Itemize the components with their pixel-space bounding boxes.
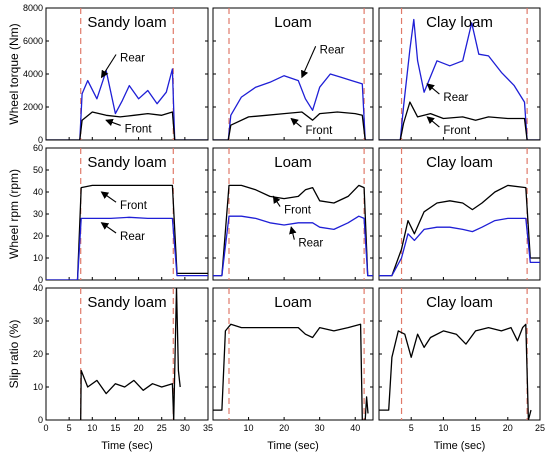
panel-r0-c2: Rear Front Clay loam (378, 7, 541, 141)
panel-r1-c0: 0 10 20 30 40 50 60 Front Rear Sandy loam (33, 143, 209, 285)
x-tick-label: 10 (438, 423, 448, 433)
panel-r2-c1: 10 20 30 40 Loam Time (sec) (212, 287, 374, 452)
x-tick-label: 15 (110, 423, 120, 433)
y-tick-label: 40 (33, 187, 43, 197)
panel-title: Loam (274, 294, 312, 311)
series-line-slip (379, 323, 532, 420)
series-line-front (46, 184, 208, 280)
panel-r2-c0: 0 10 20 30 40 0 5 10 15 20 25 30 35 Sandy loam Time (s… (33, 283, 213, 452)
annotation-label: Front (120, 200, 148, 212)
x-tick-label: 0 (43, 423, 48, 433)
x-tick-label: 20 (279, 423, 289, 433)
panel-title: Clay loam (426, 154, 493, 171)
annotation-arrow (100, 222, 117, 234)
annotation-label: Front (284, 205, 312, 217)
x-tick-label: 5 (67, 423, 72, 433)
series-line-rear (379, 217, 540, 277)
series-line-front (213, 111, 373, 140)
x-tick-label: 20 (134, 423, 144, 433)
panel-title: Loam (274, 154, 312, 171)
y-tick-label: 10 (33, 253, 43, 263)
y-tick-label: 30 (33, 209, 43, 219)
x-tick-label: 25 (157, 423, 167, 433)
annotation-arrow (426, 116, 440, 128)
y-tick-label: 30 (33, 316, 43, 326)
panel-title: Sandy loam (87, 294, 166, 311)
annotation-arrow (105, 118, 121, 127)
y-tick-label: 0 (38, 275, 43, 285)
panel-title: Clay loam (426, 294, 493, 311)
series-line-front (46, 111, 208, 140)
series-line-rear (46, 216, 208, 280)
panel-r2-c2: 5 10 15 20 25 Clay loam Time (sec) (378, 287, 545, 452)
panel-r0-c0: 0 2000 4000 6000 8000 Rear Front Sandy loam (23, 3, 209, 145)
series-line-rear (213, 215, 373, 277)
series-line-slip (213, 323, 369, 420)
annotation-arrow (290, 117, 302, 128)
x-axis-label: Time (sec) (267, 440, 319, 452)
y-tick-label: 0 (38, 135, 43, 145)
row-1-ylabel: Wheel rpm (rpm) (7, 169, 21, 259)
series-line-front (379, 184, 540, 277)
series-line-rear (213, 73, 373, 140)
panel-title: Loam (274, 14, 312, 31)
y-tick-label: 20 (33, 231, 43, 241)
y-tick-label: 4000 (23, 69, 43, 79)
annotation-arrow (272, 195, 281, 207)
x-tick-label: 5 (409, 423, 414, 433)
y-tick-label: 10 (33, 382, 43, 392)
annotation-arrow (301, 46, 317, 79)
annotation-label: Rear (320, 44, 345, 56)
x-axis-label: Time (sec) (434, 440, 486, 452)
panel-title: Sandy loam (87, 154, 166, 171)
x-tick-label: 20 (503, 423, 513, 433)
row-2-ylabel: Slip ratio (%) (7, 320, 21, 389)
x-tick-label: 10 (244, 423, 254, 433)
x-tick-label: 30 (180, 423, 190, 433)
annotation-arrow (426, 83, 440, 95)
series-line-front (213, 184, 373, 277)
y-tick-label: 0 (38, 415, 43, 425)
x-tick-label: 30 (315, 423, 325, 433)
annotation-arrow (100, 191, 117, 203)
x-axis-label: Time (sec) (101, 440, 153, 452)
panel-r1-c2: Clay loam (378, 147, 541, 281)
panel-title: Clay loam (426, 14, 493, 31)
annotation-arrow (289, 226, 297, 240)
series-line-rear (46, 68, 208, 140)
y-tick-label: 6000 (23, 36, 43, 46)
annotation-label: Rear (120, 53, 145, 65)
annotation-label: Front (443, 125, 471, 137)
x-tick-label: 10 (87, 423, 97, 433)
x-tick-label: 35 (203, 423, 213, 433)
annotation-label: Front (305, 125, 333, 137)
series-line-slip (80, 288, 181, 420)
y-tick-label: 50 (33, 165, 43, 175)
x-tick-label: 15 (471, 423, 481, 433)
annotation-label: Rear (443, 92, 468, 104)
x-tick-label: 40 (350, 423, 360, 433)
y-tick-label: 60 (33, 143, 43, 153)
annotation-label: Rear (120, 231, 145, 243)
annotation-arrow (100, 54, 117, 79)
y-tick-label: 20 (33, 349, 43, 359)
annotation-label: Rear (298, 238, 323, 250)
panel-r1-c1: Front Rear Loam (212, 147, 374, 281)
panel-r0-c1: Rear Front Loam (212, 7, 374, 141)
panel-title: Sandy loam (87, 14, 166, 31)
y-tick-label: 8000 (23, 3, 43, 13)
y-tick-label: 40 (33, 283, 43, 293)
annotation-label: Front (125, 123, 153, 135)
series-line-front (379, 101, 540, 140)
series-line-rear (379, 18, 540, 140)
x-tick-label: 25 (535, 423, 545, 433)
row-0-ylabel: Wheel torque (Nm) (7, 23, 21, 124)
y-tick-label: 2000 (23, 102, 43, 112)
